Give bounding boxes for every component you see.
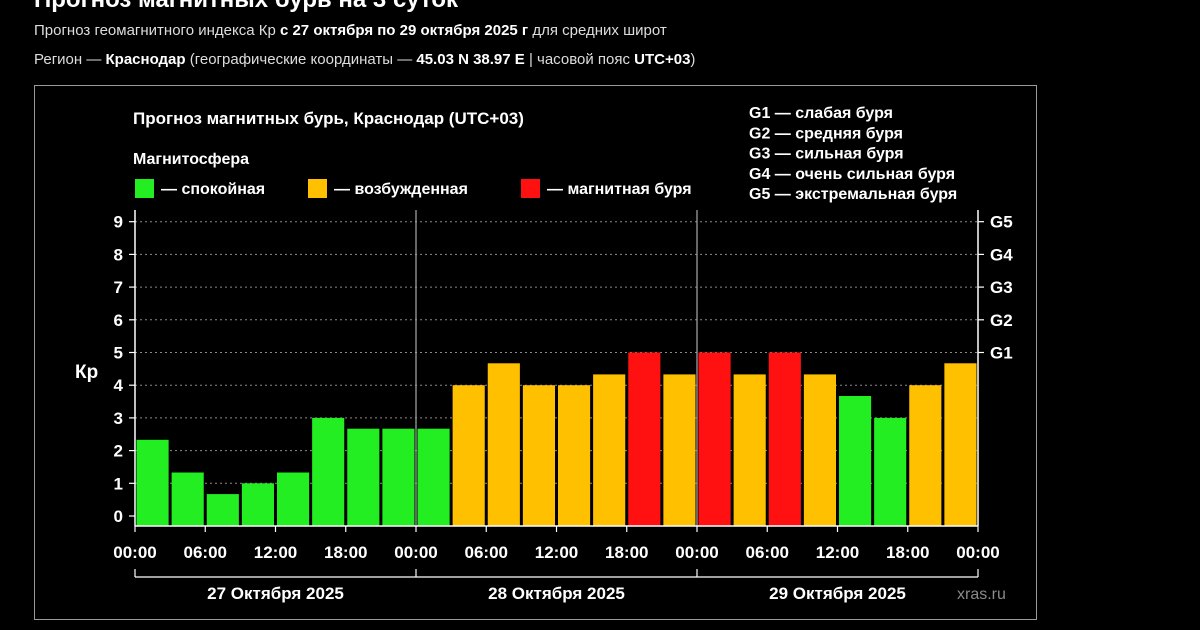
- y-tick-label: 0: [114, 507, 123, 526]
- kp-bar: [312, 417, 345, 526]
- x-tick-label: 06:00: [465, 543, 508, 562]
- kp-bar: [417, 428, 450, 526]
- kp-bar: [944, 363, 977, 526]
- timezone: UTC+03: [634, 51, 691, 68]
- legend-swatch: [308, 179, 327, 198]
- region-prefix: Регион —: [34, 51, 106, 68]
- y-tick-label: 4: [114, 376, 124, 395]
- y-tick-label: 9: [114, 213, 123, 232]
- x-tick-label: 12:00: [535, 543, 578, 562]
- kp-bar: [909, 385, 942, 526]
- forecast-description: Прогноз геомагнитного индекса Кр с 27 ок…: [34, 22, 667, 39]
- kp-bar: [874, 417, 907, 526]
- coordinates: 45.03 N 38.97 E: [416, 51, 525, 68]
- g-scale-legend-item: G4 — очень сильная буря: [749, 166, 955, 183]
- y-axis-label: Кр: [75, 362, 98, 383]
- kp-bar: [558, 385, 591, 526]
- kp-bar: [698, 352, 731, 526]
- x-tick-label: 18:00: [324, 543, 367, 562]
- day-label: 29 Октября 2025: [769, 584, 906, 603]
- g-tick-label: G3: [990, 278, 1013, 297]
- legend-label: — спокойная: [161, 181, 265, 198]
- page-heading: Прогноз магнитных бурь на 3 суток: [34, 0, 458, 14]
- y-tick-label: 1: [114, 474, 123, 493]
- x-tick-label: 00:00: [675, 543, 718, 562]
- g-tick-label: G2: [990, 311, 1013, 330]
- coords-prefix: (географические координаты —: [185, 51, 417, 68]
- x-tick-label: 00:00: [956, 543, 999, 562]
- y-tick-label: 2: [114, 442, 123, 461]
- x-tick-label: 12:00: [816, 543, 859, 562]
- kp-bar: [663, 374, 696, 526]
- region-name: Краснодар: [105, 51, 186, 68]
- kp-bar: [382, 428, 415, 526]
- x-tick-label: 18:00: [886, 543, 929, 562]
- legend-swatch: [135, 179, 154, 198]
- y-tick-label: 3: [114, 409, 123, 428]
- legend-swatch: [521, 179, 540, 198]
- kp-bar: [522, 385, 555, 526]
- x-tick-label: 00:00: [113, 543, 156, 562]
- kp-bar: [277, 472, 310, 526]
- legend-label: — магнитная буря: [547, 181, 692, 198]
- x-tick-label: 18:00: [605, 543, 648, 562]
- legend-title: Магнитосфера: [133, 151, 249, 168]
- kp-bar: [803, 374, 836, 526]
- kp-bar: [628, 352, 661, 526]
- x-tick-label: 06:00: [746, 543, 789, 562]
- g-tick-label: G1: [990, 344, 1013, 363]
- y-tick-label: 5: [114, 344, 123, 363]
- g-scale-legend-item: G1 — слабая буря: [749, 105, 893, 122]
- legend-label: — возбужденная: [334, 181, 468, 198]
- kp-bar: [206, 494, 239, 526]
- kp-bar: [733, 374, 766, 526]
- x-tick-label: 12:00: [254, 543, 297, 562]
- chart-frame: [34, 85, 1037, 620]
- g-tick-label: G4: [990, 245, 1013, 264]
- date-range: с 27 октября по 29 октября 2025 г: [279, 22, 529, 39]
- y-tick-label: 7: [114, 278, 123, 297]
- description-suffix: для средних широт: [528, 22, 667, 39]
- kp-bar: [839, 395, 872, 526]
- kp-bar: [347, 428, 380, 526]
- kp-bar: [768, 352, 801, 526]
- kp-bar: [171, 472, 204, 526]
- x-tick-label: 06:00: [184, 543, 227, 562]
- g-tick-label: G5: [990, 213, 1013, 232]
- kp-bar: [241, 483, 274, 526]
- timezone-prefix: | часовой пояс: [524, 51, 635, 68]
- kp-bar: [593, 374, 626, 526]
- kp-bar: [487, 363, 520, 526]
- day-label: 28 Октября 2025: [488, 584, 625, 603]
- region-suffix: ): [690, 51, 696, 68]
- g-scale-legend-item: G5 — экстремальная буря: [749, 186, 957, 203]
- kp-bar: [136, 439, 169, 526]
- y-tick-label: 6: [114, 311, 123, 330]
- day-label: 27 Октября 2025: [207, 584, 344, 603]
- description-prefix: Прогноз геомагнитного индекса Кр: [34, 22, 280, 39]
- watermark: xras.ru: [957, 586, 1006, 603]
- kp-bar: [452, 385, 485, 526]
- g-scale-legend-item: G2 — средняя буря: [749, 125, 903, 142]
- region-info: Регион — Краснодар (географические коорд…: [34, 51, 695, 68]
- g-scale-legend-item: G3 — сильная буря: [749, 146, 904, 163]
- y-tick-label: 8: [114, 245, 123, 264]
- x-tick-label: 00:00: [394, 543, 437, 562]
- chart-title: Прогноз магнитных бурь, Краснодар (UTC+0…: [133, 109, 524, 128]
